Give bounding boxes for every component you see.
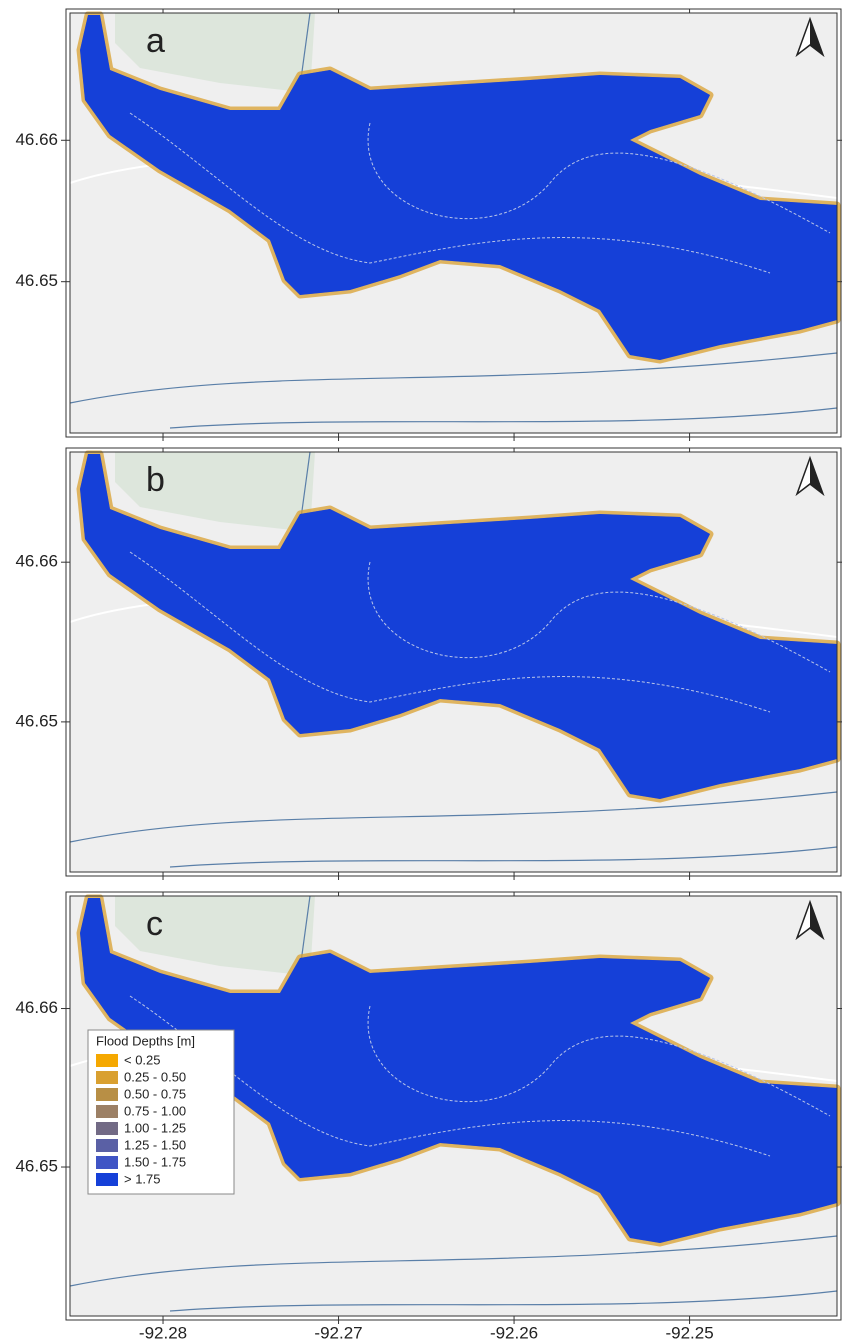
y-tick-label: 46.65 — [15, 1157, 58, 1176]
legend-swatch — [96, 1054, 118, 1067]
legend-swatch — [96, 1071, 118, 1084]
legend-label: 0.50 - 0.75 — [124, 1086, 186, 1101]
legend-swatch — [96, 1088, 118, 1101]
y-tick-label: 46.65 — [15, 711, 58, 730]
legend-label: 1.50 - 1.75 — [124, 1154, 186, 1169]
x-tick-label: -92.26 — [490, 1323, 538, 1342]
figure: a 46.66 46.65 b 46.66 46.65 c 46.66 46.65 -92.28 -… — [0, 0, 843, 1342]
legend-swatch — [96, 1122, 118, 1135]
legend-swatch — [96, 1105, 118, 1118]
x-tick-label: -92.28 — [139, 1323, 187, 1342]
legend-swatch — [96, 1139, 118, 1152]
legend-label: 1.00 - 1.25 — [124, 1120, 186, 1135]
legend-swatch — [96, 1156, 118, 1169]
panel-label: c — [146, 905, 163, 943]
y-tick-label: 46.66 — [15, 130, 58, 149]
legend-label: > 1.75 — [124, 1171, 161, 1186]
legend-label: 0.25 - 0.50 — [124, 1069, 186, 1084]
x-tick-label: -92.25 — [665, 1323, 713, 1342]
legend: Flood Depths [m] < 0.25 0.25 - 0.50 0.50 - … — [88, 1030, 234, 1194]
panel-label: b — [146, 461, 165, 499]
legend-swatch — [96, 1173, 118, 1186]
y-tick-label: 46.65 — [15, 271, 58, 290]
legend-title: Flood Depths [m] — [96, 1033, 195, 1048]
y-tick-label: 46.66 — [15, 552, 58, 571]
map-panel: b 46.66 46.65 — [15, 448, 842, 880]
x-tick-label: -92.27 — [314, 1323, 362, 1342]
map-panel: a 46.66 46.65 — [15, 9, 842, 441]
y-tick-label: 46.66 — [15, 998, 58, 1017]
legend-label: 0.75 - 1.00 — [124, 1103, 186, 1118]
legend-label: < 0.25 — [124, 1052, 161, 1067]
panel-label: a — [146, 22, 165, 60]
legend-label: 1.25 - 1.50 — [124, 1137, 186, 1152]
